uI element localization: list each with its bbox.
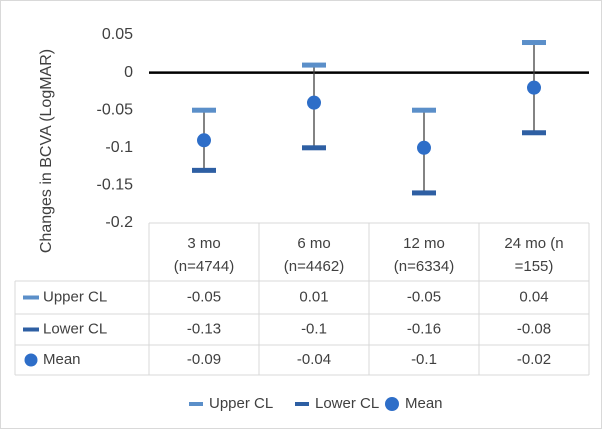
table-value: -0.16 [407, 320, 441, 337]
category-label: (n=4744) [174, 258, 234, 275]
lower-cl-marker [302, 145, 326, 151]
table-value: -0.13 [187, 320, 221, 337]
upper-cl-marker [522, 40, 546, 46]
legend-label: Lower CL [315, 395, 379, 412]
y-tick-label: -0.15 [97, 177, 134, 194]
mean-marker [417, 140, 431, 155]
table-value: -0.1 [301, 320, 327, 337]
table-legend-key-mean [24, 353, 38, 367]
mean-marker [307, 95, 321, 110]
category-label: 12 mo [403, 235, 445, 252]
mean-marker [197, 133, 211, 148]
y-tick-label: 0.05 [102, 26, 133, 43]
y-tick-label: -0.1 [105, 139, 133, 156]
table-legend-key [23, 295, 39, 300]
category-label: (n=6334) [394, 258, 454, 275]
table-series-name: Lower CL [43, 320, 107, 337]
category-label: 24 mo (n [504, 235, 563, 252]
y-tick-label: -0.05 [97, 101, 134, 118]
legend-key-mean [385, 397, 399, 411]
lower-cl-marker [412, 190, 436, 196]
table-value: -0.1 [411, 351, 437, 368]
table-value: -0.04 [297, 351, 331, 368]
legend-label: Upper CL [209, 395, 273, 412]
table-value: -0.02 [517, 351, 551, 368]
upper-cl-marker [302, 62, 326, 68]
lower-cl-marker [522, 130, 546, 136]
category-label: (n=4462) [284, 258, 344, 275]
legend-key [189, 402, 203, 406]
y-axis-title: Changes in BCVA (LogMAR) [38, 49, 55, 253]
mean-marker [527, 80, 541, 95]
table-value: -0.09 [187, 351, 221, 368]
y-tick-label: 0 [124, 64, 133, 81]
table-legend-key [23, 327, 39, 332]
table-value: 0.01 [299, 288, 328, 305]
lower-cl-marker [192, 167, 216, 173]
y-tick-label: -0.2 [105, 214, 133, 231]
table-value: -0.05 [187, 288, 221, 305]
upper-cl-marker [412, 107, 436, 113]
table-value: -0.05 [407, 288, 441, 305]
category-label: 3 mo [187, 235, 220, 252]
upper-cl-marker [192, 107, 216, 113]
table-series-name: Upper CL [43, 288, 107, 305]
table-value: 0.04 [519, 288, 548, 305]
category-label: =155) [515, 258, 554, 275]
table-series-name: Mean [43, 351, 81, 368]
category-label: 6 mo [297, 235, 330, 252]
table-value: -0.08 [517, 320, 551, 337]
legend-label: Mean [405, 395, 443, 412]
legend-key [295, 402, 309, 406]
